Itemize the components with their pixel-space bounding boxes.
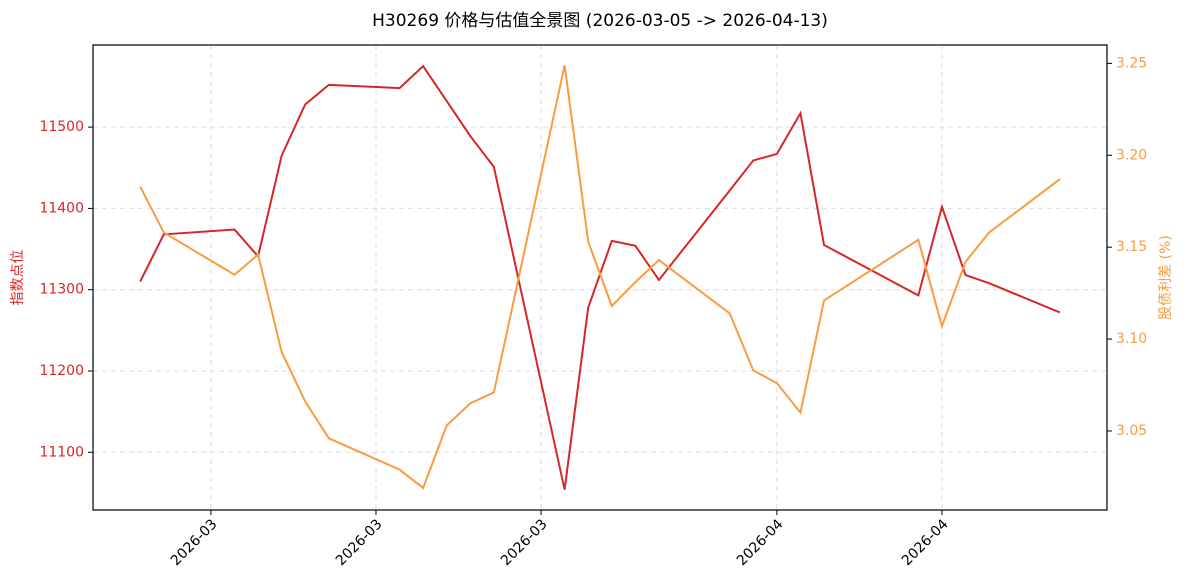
y-tick-label: 11500 bbox=[39, 119, 84, 135]
y-tick-label: 11100 bbox=[39, 444, 84, 460]
x-tick-label: 2026-03 bbox=[498, 516, 551, 569]
y2-tick-label: 3.05 bbox=[1116, 423, 1147, 439]
y-tick-label: 11200 bbox=[39, 363, 84, 379]
y-axis-label: 指数点位 bbox=[10, 250, 26, 306]
plot-frame bbox=[92, 44, 1108, 511]
y2-tick-label: 3.20 bbox=[1116, 147, 1147, 163]
x-tick-label: 2026-04 bbox=[899, 516, 952, 569]
y2-axis-label: 股债利差 (%) bbox=[1158, 235, 1174, 320]
y2-tick-label: 3.10 bbox=[1116, 331, 1147, 347]
chart-title: H30269 价格与估值全景图 (2026-03-05 -> 2026-04-1… bbox=[372, 11, 828, 31]
series-line bbox=[139, 65, 1061, 490]
x-tick-label: 2026-03 bbox=[333, 516, 386, 569]
y-tick-label: 11300 bbox=[39, 282, 84, 298]
y-tick-label: 11400 bbox=[39, 200, 84, 216]
y2-tick-label: 3.15 bbox=[1116, 239, 1147, 255]
series-line bbox=[139, 64, 1061, 490]
y2-tick-label: 3.25 bbox=[1116, 55, 1147, 71]
x-tick-label: 2026-04 bbox=[734, 516, 787, 569]
x-tick-label: 2026-03 bbox=[168, 516, 221, 569]
